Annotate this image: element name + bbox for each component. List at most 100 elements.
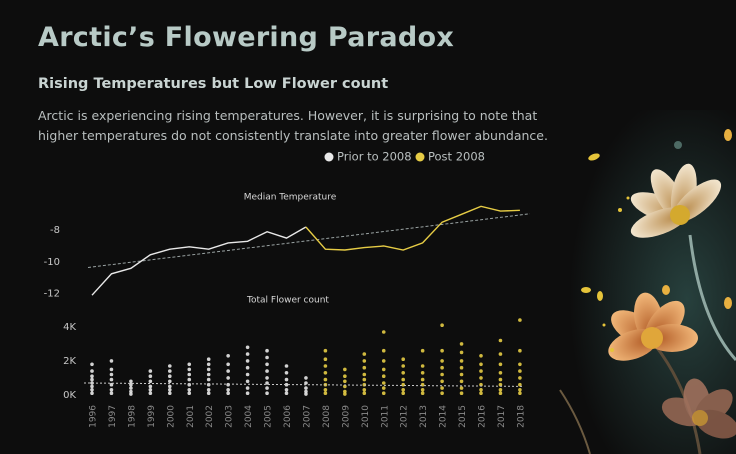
y-tick-label: 0K [63,390,76,401]
flower-dot [323,357,328,362]
flower-dot [362,352,367,356]
flower-dot [459,342,464,346]
y-tick-label: -8 [50,225,60,236]
flower-dot [518,391,522,396]
flower-dot [226,376,230,380]
flower-dot [245,359,250,363]
flower-dot [109,382,114,387]
flower-dot [498,391,503,396]
flower-dot [245,386,250,390]
flower-dot [168,391,172,396]
flower-dot [479,369,483,373]
title: Arctic’s Flowering Paradox [38,22,455,53]
flower-dot [459,372,464,377]
flower-dot [265,381,269,385]
flower-dot [187,391,192,396]
flower-dot [168,384,172,389]
flower-dot [148,384,153,389]
x-tick-label: 2005 [264,405,274,428]
flower-dot [401,357,406,362]
flower-dot [518,376,522,380]
flower-dot [362,359,367,363]
flower-dot [362,372,367,377]
flower-dot [148,379,153,384]
flower-dot [90,388,94,392]
flower-dot [129,389,133,394]
flower-dot [168,364,172,368]
legend-label: Post 2008 [428,150,485,164]
x-tick-label: 2000 [166,405,176,428]
flower-dot [245,365,250,370]
x-tick-label: 2004 [244,405,254,428]
flower-dot [381,386,386,390]
flower-dot [206,377,211,382]
flower-dot [187,377,192,382]
flower-dot [90,369,94,373]
flower-dot [265,369,269,373]
y-tick-label: -12 [44,289,60,300]
flower-dot [148,391,153,396]
flower-illustration [559,129,736,454]
flower-dot [479,376,483,380]
flower-dot [226,354,230,358]
flower-dot [265,348,269,353]
legend-swatch [415,152,425,162]
x-tick-label: 2013 [419,405,429,428]
flower-dot [226,362,230,367]
x-tick-label: 2011 [380,405,390,428]
flower-dot [90,384,94,389]
flower-dot [381,348,386,353]
flower-dot [362,377,367,382]
x-tick-label: 2007 [302,405,312,428]
legend-label: Prior to 2008 [337,150,412,164]
flower-dot [265,376,269,380]
x-tick-label: 2003 [225,405,235,428]
flower-dot [420,371,425,375]
flower-dot [148,388,153,392]
flower-dot [498,362,503,367]
x-tick-label: 2009 [341,405,351,428]
flower-dot [206,362,211,367]
flower-dot [343,389,347,394]
flower-dot [109,391,114,396]
flower-dot [226,369,230,373]
flower-dot [381,367,386,372]
flower-dot [129,386,133,390]
flower-dot [440,386,444,390]
flower-dot [401,364,406,368]
x-tick-label: 2012 [400,405,410,428]
flower-dot [148,374,153,379]
flower-dot [362,365,367,370]
flower-dot [381,359,386,363]
flower-dot [245,391,250,396]
flower-dot [479,354,483,358]
chart-title: Median Temperature [244,193,337,203]
flower-dot [518,382,522,387]
x-tick-label: 2017 [497,405,507,428]
flower-dot [109,377,114,382]
x-tick-label: 1997 [108,405,118,428]
flower-dot [401,371,406,375]
flower-dot [129,392,133,396]
flower-dot [265,355,269,360]
flower-dot [479,391,483,396]
flower-dot [90,374,94,379]
flower-dot [187,372,192,377]
flower-dot [381,330,386,334]
flower-dot [498,377,503,382]
flower-dot [343,392,347,396]
flower-dot [362,388,367,392]
flower-dot [343,367,347,372]
flower-dot [245,372,250,377]
flower-dot [459,379,464,384]
flower-dot [168,379,172,384]
flower-dot [518,369,522,373]
flower-dot [304,386,308,390]
x-tick-label: 2008 [322,405,332,428]
flower-dot [323,377,328,382]
flower-dot [284,364,289,368]
flower-dot [129,382,133,387]
flower-dot [284,391,289,396]
legend-swatch [324,152,334,162]
